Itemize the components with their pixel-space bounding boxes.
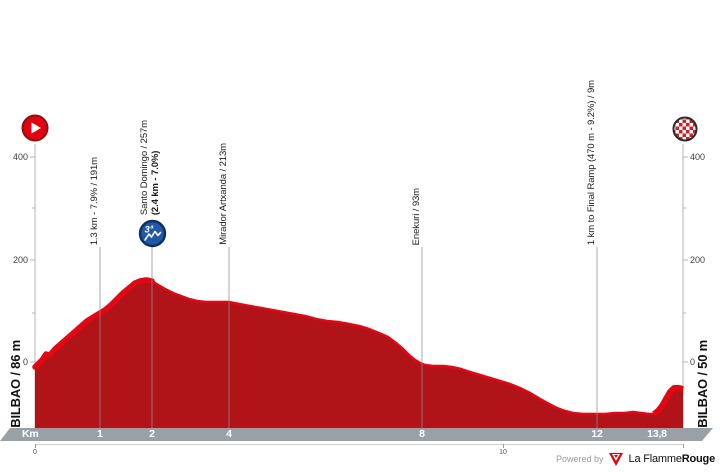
la-flamme-rouge-logo-icon — [608, 452, 624, 466]
finish-label: BILBAO / 50 m — [695, 340, 710, 428]
km-bar-tick: 4 — [226, 428, 232, 440]
km-bar-tick: 12 — [591, 428, 603, 440]
waypoint-label: Mirador Artxanda / 213m — [218, 143, 229, 245]
km-axis-bar: Km 1 2 4 8 12 13,8 — [0, 428, 713, 441]
waypoint-label: Enekuri / 93m — [411, 187, 422, 245]
svg-text:0: 0 — [690, 357, 695, 367]
category-number: 3 — [145, 225, 151, 236]
start-label: BILBAO / 86 m — [8, 340, 23, 428]
svg-text:400: 400 — [690, 152, 705, 162]
km-bar-tick: 13,8 — [647, 428, 667, 440]
svg-text:a: a — [151, 225, 154, 231]
km-bar-tick: 1 — [97, 428, 103, 440]
ruler-label: 0 — [33, 449, 37, 456]
km-bar-tick: 2 — [149, 428, 155, 440]
km-bar-tick: 8 — [419, 428, 425, 440]
waypoint-label: 1.3 km - 7.9% / 191m — [89, 156, 100, 245]
svg-text:200: 200 — [13, 255, 28, 265]
footer-branding: Powered by La FlammeRouge — [556, 451, 715, 467]
svg-text:400: 400 — [13, 152, 28, 162]
finish-icon — [672, 116, 698, 142]
ruler-label: 10 — [499, 449, 507, 456]
km-axis-title: Km — [22, 428, 39, 440]
waypoint-label: Santo Domingo / 257m (2.4 km - 7.0%) — [139, 119, 161, 215]
svg-text:200: 200 — [690, 255, 705, 265]
waypoint-label: 1 km to Final Ramp (470 m - 9.2%) / 9m — [586, 79, 597, 245]
brand-name: La FlammeRouge — [628, 453, 716, 465]
svg-text:0: 0 — [23, 357, 28, 367]
start-icon — [21, 114, 49, 142]
powered-by-text: Powered by — [556, 454, 604, 464]
category-3-climb-icon: 3 a — [138, 219, 167, 248]
